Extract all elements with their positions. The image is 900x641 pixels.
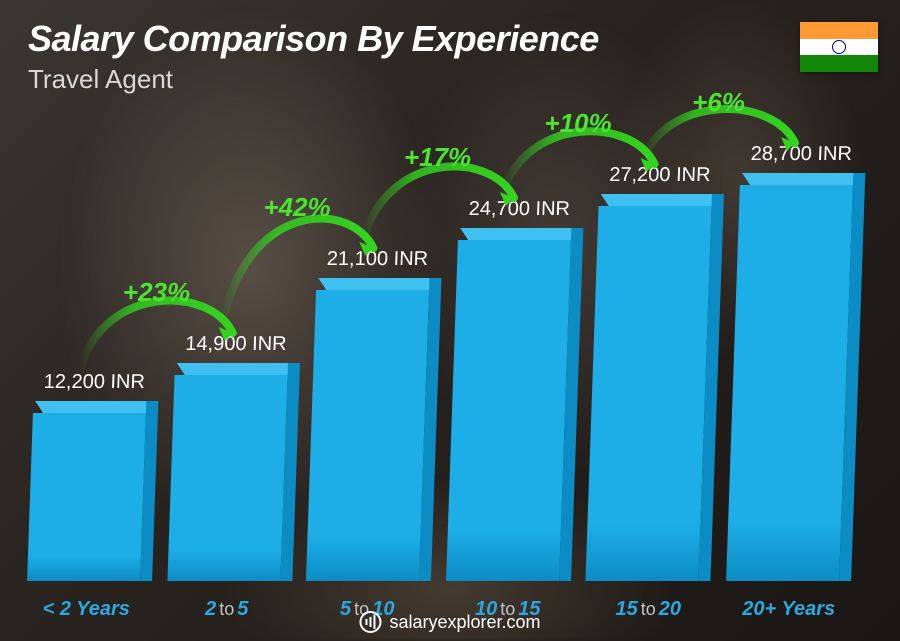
bar-category-label: 20+ Years bbox=[742, 598, 835, 621]
bar: 27,200 INR bbox=[585, 206, 711, 581]
bar-value-label: 27,200 INR bbox=[609, 164, 711, 187]
bar-front bbox=[167, 375, 287, 581]
bar-top bbox=[742, 173, 862, 185]
flag-stripe-green bbox=[800, 55, 878, 72]
bar-category-label: 2to5 bbox=[205, 598, 248, 621]
bar-top bbox=[601, 194, 721, 206]
bar-value-label: 21,100 INR bbox=[326, 248, 428, 271]
bar-value-label: 12,200 INR bbox=[43, 371, 145, 394]
bar-value-label: 24,700 INR bbox=[468, 198, 570, 221]
flag-chakra-icon bbox=[832, 40, 846, 54]
bar-top bbox=[35, 401, 155, 413]
logo-bar bbox=[369, 617, 371, 627]
salary-bar-chart: 12,200 INR< 2 Years14,900 INR2to521,100 … bbox=[30, 111, 845, 581]
bar: 14,900 INR bbox=[167, 375, 287, 581]
footer-logo-icon bbox=[359, 611, 381, 633]
page-subtitle: Travel Agent bbox=[28, 64, 872, 95]
bar: 28,700 INR bbox=[726, 185, 852, 581]
bar-category-label: 15to20 bbox=[615, 598, 681, 621]
logo-bar bbox=[365, 619, 367, 625]
bar-slot: 14,900 INR2to5 bbox=[171, 375, 284, 581]
bar-slot: 27,200 INR15to20 bbox=[592, 206, 705, 581]
bar-front bbox=[726, 185, 852, 581]
flag-stripe-saffron bbox=[800, 22, 878, 39]
bar-front bbox=[446, 240, 570, 581]
bar-slot: 21,100 INR5to10 bbox=[311, 290, 424, 581]
bar-category-label: < 2 Years bbox=[43, 598, 130, 621]
bar-front bbox=[306, 290, 429, 581]
footer: salaryexplorer.com bbox=[359, 611, 540, 633]
footer-text: salaryexplorer.com bbox=[389, 612, 540, 633]
bar: 12,200 INR bbox=[27, 413, 145, 581]
flag-stripe-white bbox=[800, 39, 878, 56]
bar: 24,700 INR bbox=[446, 240, 570, 581]
bar-top bbox=[176, 363, 296, 375]
bar-slot: 28,700 INR20+ Years bbox=[733, 185, 846, 581]
page-title: Salary Comparison By Experience bbox=[28, 18, 872, 60]
header: Salary Comparison By Experience Travel A… bbox=[28, 18, 872, 95]
bar-value-label: 14,900 INR bbox=[184, 333, 286, 356]
logo-bar bbox=[373, 615, 375, 629]
bar-value-label: 28,700 INR bbox=[750, 143, 852, 166]
bar-front bbox=[585, 206, 711, 581]
bar-top bbox=[460, 228, 580, 240]
bar: 21,100 INR bbox=[306, 290, 429, 581]
bar-slot: 12,200 INR< 2 Years bbox=[30, 413, 143, 581]
bar-front bbox=[27, 413, 145, 581]
country-flag-india bbox=[800, 22, 878, 72]
bar-top bbox=[318, 278, 438, 290]
bar-slot: 24,700 INR10to15 bbox=[452, 240, 565, 581]
